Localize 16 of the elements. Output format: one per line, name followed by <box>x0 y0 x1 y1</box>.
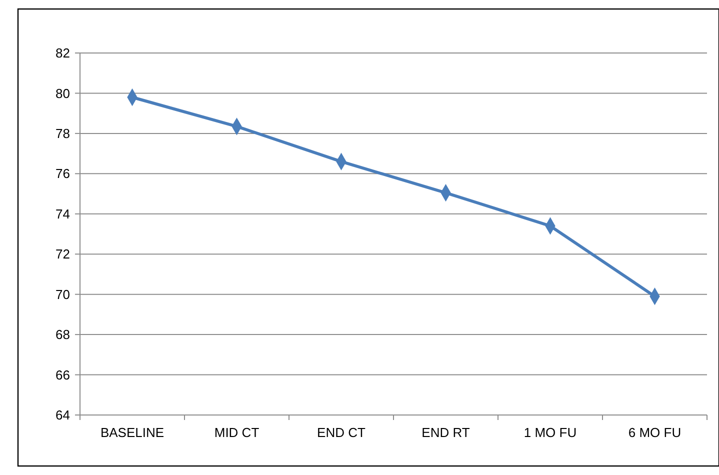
y-tick-label: 78 <box>56 126 70 141</box>
y-tick-label: 82 <box>56 46 70 61</box>
x-tick-label: END CT <box>317 425 366 440</box>
y-tick-label: 70 <box>56 286 70 302</box>
y-tick-label: 66 <box>56 367 70 382</box>
x-tick-label: MID CT <box>214 425 260 440</box>
x-tick-label: BASELINE <box>100 425 164 440</box>
y-tick-label: 80 <box>56 86 70 101</box>
y-tick-label: 68 <box>56 327 70 342</box>
y-tick-label: 72 <box>56 246 70 262</box>
x-tick-label: 1 MO FU <box>524 425 577 440</box>
x-tick-label: 6 MO FU <box>628 425 682 440</box>
y-tick-label: 74 <box>56 206 70 222</box>
y-tick-label: 64 <box>56 408 70 423</box>
x-tick-label: END RT <box>422 425 470 440</box>
y-tick-label: 76 <box>56 166 70 182</box>
